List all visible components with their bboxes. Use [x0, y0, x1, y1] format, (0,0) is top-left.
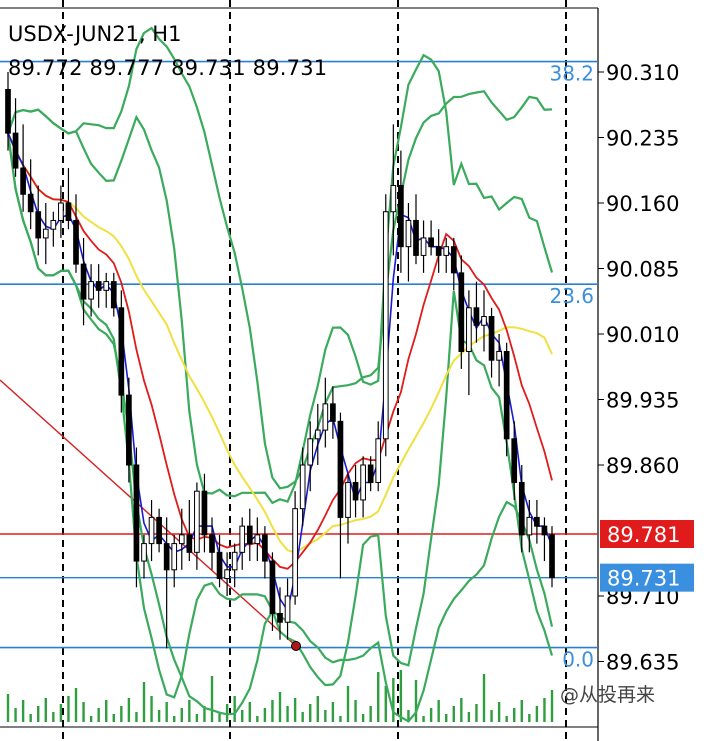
- fib-level-label: 38.2: [549, 62, 594, 86]
- candle-body: [50, 219, 57, 230]
- candle-body: [330, 403, 336, 422]
- candle-body: [488, 316, 495, 361]
- moving-average-blue: [7, 132, 553, 613]
- candle-body: [201, 490, 208, 536]
- candle-body: [428, 237, 434, 248]
- candle-body: [27, 193, 34, 213]
- swing-low-marker: [291, 641, 301, 651]
- fib-level-label: 23.6: [549, 284, 594, 308]
- candle-body: [534, 516, 540, 527]
- candle-body: [299, 464, 306, 510]
- candle-body: [95, 281, 102, 291]
- candle-body: [171, 543, 178, 571]
- candle-body: [103, 281, 110, 291]
- candle-body: [156, 516, 162, 545]
- ohlc-readout: 89.772 89.777 89.731 89.731: [8, 56, 328, 80]
- candle-body: [458, 272, 465, 352]
- candle-body: [239, 525, 246, 553]
- candle-body: [88, 281, 94, 300]
- candle-body: [224, 569, 230, 580]
- candle-body: [496, 350, 502, 361]
- candle-body: [443, 246, 450, 256]
- candle-body: [360, 464, 366, 501]
- candle-body: [398, 185, 404, 248]
- candle-body: [80, 263, 87, 300]
- candle-body: [186, 534, 193, 553]
- candle-body: [58, 202, 64, 221]
- candle-body: [375, 438, 382, 483]
- candle-body: [511, 438, 518, 483]
- candle-body: [126, 394, 132, 466]
- candle-body: [503, 350, 510, 440]
- candle-body: [269, 560, 276, 614]
- candle-body: [216, 551, 223, 580]
- candle-body: [352, 481, 359, 501]
- candle-body: [194, 490, 200, 553]
- candle-body: [148, 516, 155, 545]
- candle-body: [277, 612, 283, 623]
- price-tick-label: 90.085: [606, 258, 679, 282]
- watermark-text: @从投再来: [560, 684, 656, 706]
- candle-body: [141, 543, 147, 562]
- candle-body: [420, 237, 427, 256]
- candle-body: [5, 88, 11, 134]
- price-tick-label: 89.935: [606, 389, 679, 413]
- price-tick-label: 90.310: [606, 61, 679, 85]
- candle-body: [307, 438, 314, 466]
- candle-body: [110, 281, 117, 309]
- symbol-title: USDX-JUN21, H1: [8, 22, 182, 46]
- candle-body: [178, 534, 185, 545]
- candle-body: [322, 403, 329, 431]
- candle-body: [209, 534, 215, 553]
- candle-body: [518, 481, 525, 536]
- candle-body: [337, 420, 344, 518]
- candle-body: [163, 543, 170, 571]
- candle-body: [481, 316, 487, 326]
- candle-body: [246, 525, 253, 545]
- candle-body: [473, 307, 480, 326]
- candle-body: [42, 228, 49, 239]
- price-tick-label: 89.860: [606, 454, 679, 478]
- candle-body: [405, 219, 412, 248]
- candle-body: [231, 551, 238, 571]
- candle-body: [65, 202, 72, 221]
- candle-body: [73, 219, 79, 265]
- price-badge-label: 89.731: [607, 567, 680, 591]
- trendline: [0, 379, 297, 647]
- fib-level-label: 0.0: [562, 648, 594, 672]
- price-tick-label: 90.010: [606, 323, 679, 347]
- candle-body: [12, 132, 19, 169]
- candle-body: [413, 219, 419, 256]
- candle-body: [345, 481, 351, 518]
- candle-body: [367, 464, 374, 483]
- candle-body: [262, 534, 268, 562]
- candle-body: [382, 211, 389, 440]
- candle-body: [390, 185, 397, 213]
- candle-body: [284, 595, 291, 623]
- candle-body: [466, 307, 472, 352]
- candle-body: [549, 534, 555, 579]
- price-tick-label: 89.635: [606, 651, 679, 675]
- bollinger-upper-fast: [6, 53, 554, 505]
- price-tick-label: 90.160: [606, 192, 679, 216]
- bollinger-upper-slow: [6, 26, 553, 490]
- candle-body: [292, 508, 298, 597]
- candle-body: [314, 429, 321, 440]
- candle-body: [435, 246, 442, 256]
- price-tick-label: 90.235: [606, 127, 679, 151]
- candle-body: [35, 211, 42, 239]
- candle-body: [450, 246, 457, 274]
- candle-body: [133, 464, 140, 562]
- candle-body: [20, 167, 26, 195]
- price-badge-label: 89.781: [607, 523, 680, 547]
- candle-body: [526, 516, 533, 536]
- price-badge-bg: [600, 519, 694, 548]
- candle-body: [541, 525, 548, 536]
- price-badge-bg: [600, 563, 694, 592]
- candle-body: [118, 307, 125, 396]
- candle-body: [254, 534, 261, 545]
